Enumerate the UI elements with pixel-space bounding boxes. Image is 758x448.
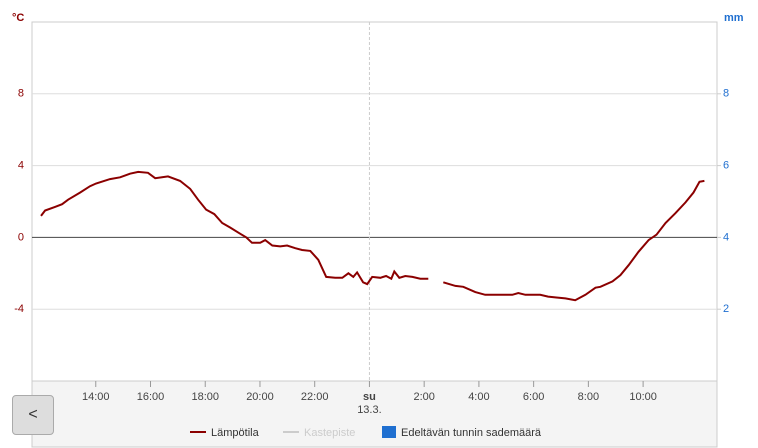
x-tick-label: 14:00 — [82, 391, 110, 403]
legend-label: Edeltävän tunnin sademäärä — [401, 427, 542, 439]
x-tick-label: su — [363, 391, 376, 403]
x-tick-label: 2:00 — [413, 391, 434, 403]
y-tick-label: -4 — [14, 303, 24, 315]
x-tick-label: 16:00 — [137, 391, 165, 403]
x-tick-label: 10:00 — [629, 391, 657, 403]
x-tick-label: 8:00 — [578, 391, 599, 403]
x-tick-label: 20:00 — [246, 391, 274, 403]
y-axis-label: °C — [12, 12, 24, 24]
y2-tick-label: 6 — [723, 160, 729, 172]
back-button[interactable]: < — [12, 395, 54, 435]
legend-label: Kastepiste — [304, 427, 355, 439]
x-tick-label: 4:00 — [468, 391, 489, 403]
x-tick-label: 18:00 — [191, 391, 219, 403]
temperature-line — [40, 170, 705, 302]
x-tick-label: 22:00 — [301, 391, 329, 403]
y2-tick-label: 2 — [723, 303, 729, 315]
y2-tick-label: 4 — [723, 231, 729, 243]
legend-label: Lämpötila — [211, 427, 260, 439]
x-tick-label: 6:00 — [523, 391, 544, 403]
date-label: 13.3. — [357, 404, 381, 416]
legend-swatch — [382, 426, 396, 438]
y2-tick-label: 8 — [723, 88, 729, 100]
y2-axis-label: mm — [724, 12, 744, 24]
y-tick-label: 0 — [18, 231, 24, 243]
y-tick-label: 4 — [18, 160, 24, 172]
x-axis-band — [31, 380, 718, 448]
y-tick-label: 8 — [18, 88, 24, 100]
plot-area — [31, 21, 718, 382]
